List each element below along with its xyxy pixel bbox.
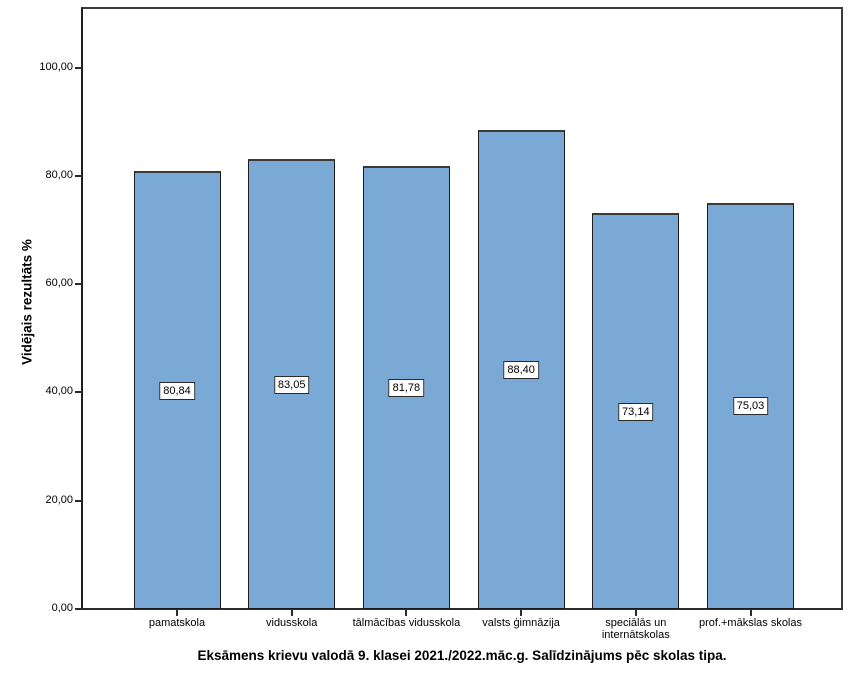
bar: 81,78 — [362, 166, 450, 609]
x-category-label: vidusskola — [266, 617, 318, 629]
y-tick-label: 0,00 — [51, 602, 73, 614]
bar-value-label: 83,05 — [273, 375, 310, 394]
y-tick-label: 20,00 — [45, 493, 73, 506]
x-category-label: prof.+mākslas skolas — [698, 617, 802, 629]
bar-value-label: 73,14 — [618, 402, 654, 421]
bar: 73,14 — [592, 213, 680, 609]
x-category-label: pamatskola — [148, 617, 206, 629]
x-tick-mark — [176, 609, 178, 616]
x-tick-mark — [520, 609, 523, 616]
plot-frame — [81, 7, 843, 610]
x-tick-mark — [634, 609, 637, 616]
y-tick-label: 80,00 — [45, 168, 73, 181]
x-category-label: speciālās un internātskolas — [601, 617, 670, 641]
plot-area: 80,84 83,05 81,78 88,40 73,14 75,03 — [82, 8, 842, 609]
y-tick-mark — [75, 499, 82, 502]
bar-value-label: 75,03 — [732, 397, 769, 416]
bar-value-label: 88,40 — [503, 361, 539, 380]
x-tick-mark — [749, 609, 752, 616]
y-tick-mark — [75, 66, 82, 69]
bar-value-label: 81,78 — [388, 379, 425, 398]
y-tick-label: 60,00 — [45, 277, 73, 290]
y-tick-label: 100,00 — [39, 60, 73, 73]
y-tick-label: 40,00 — [45, 385, 73, 398]
y-tick-mark — [75, 283, 82, 286]
y-tick-mark — [75, 391, 82, 394]
bar: 88,40 — [477, 130, 565, 609]
bar: 80,84 — [133, 171, 221, 609]
x-tick-mark — [405, 609, 408, 616]
x-tick-mark — [290, 609, 293, 616]
x-category-label: valsts ģimnāzija — [482, 617, 560, 629]
bar: 75,03 — [707, 202, 794, 609]
bar-value-label: 80,84 — [159, 381, 195, 400]
bar: 83,05 — [248, 159, 336, 609]
y-tick-mark — [75, 608, 82, 610]
chart-title: Eksāmens krievu valodā 9. klasei 2021./2… — [197, 648, 727, 663]
y-axis-title: Vidējais rezultāts % — [19, 239, 35, 365]
x-category-label: tālmācības vidusskola — [352, 617, 461, 629]
y-tick-mark — [75, 174, 82, 177]
